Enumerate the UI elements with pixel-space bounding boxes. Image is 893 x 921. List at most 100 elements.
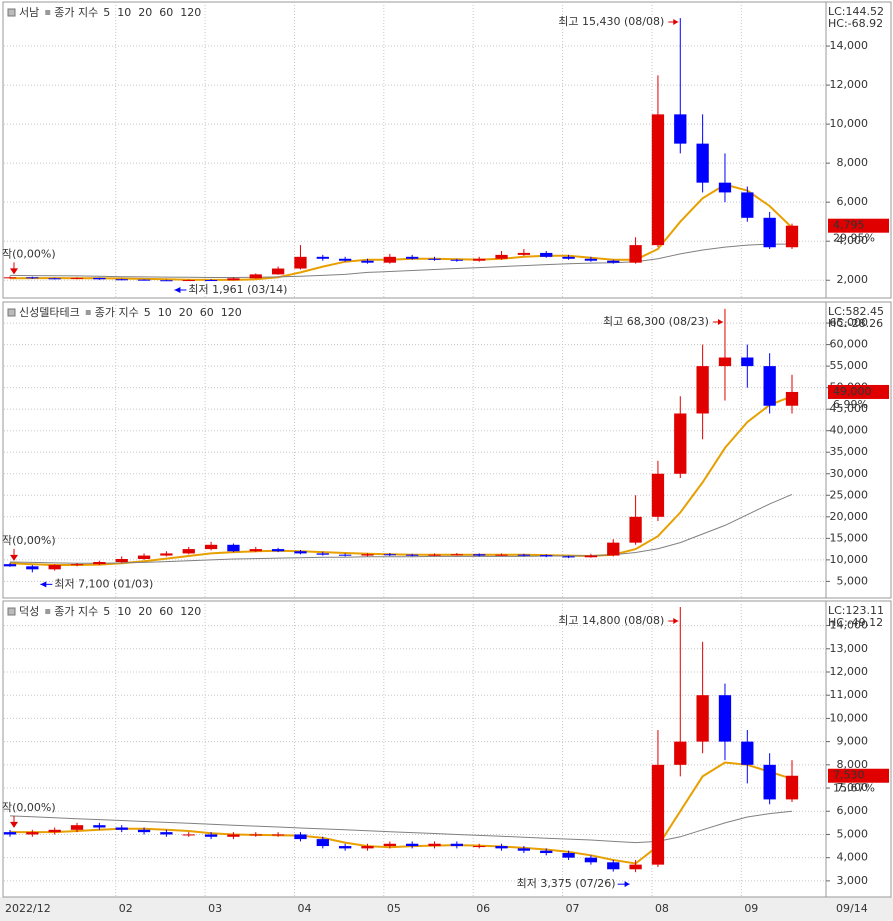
candle-body bbox=[26, 832, 39, 835]
low-arrow-head bbox=[624, 881, 630, 888]
hc-label: HC:-28.26 bbox=[828, 317, 883, 330]
candle-body bbox=[3, 277, 17, 279]
candle-body bbox=[584, 555, 598, 558]
candle-body bbox=[383, 554, 396, 556]
candle-body bbox=[450, 554, 464, 556]
y-tick-label: 60,000 bbox=[830, 338, 869, 351]
x-tick-label: 05 bbox=[387, 902, 401, 915]
candle-body bbox=[629, 516, 642, 543]
candle-body bbox=[674, 413, 687, 474]
change-label: 29.95% bbox=[833, 232, 875, 245]
candle-body bbox=[517, 848, 531, 851]
candle-body bbox=[160, 832, 173, 835]
y-tick-label: 10,000 bbox=[830, 117, 869, 130]
y-tick-label: 3,000 bbox=[837, 874, 869, 887]
candle-body bbox=[48, 278, 61, 280]
candle-body bbox=[674, 741, 687, 765]
candle-body bbox=[204, 834, 218, 837]
candle-body bbox=[271, 834, 285, 836]
legend-prefix: 종가 지수 bbox=[54, 6, 98, 19]
hc-label: HC:-49.12 bbox=[828, 616, 883, 629]
candle-body bbox=[383, 843, 396, 847]
high-annotation: 최고 68,300 (08/23) bbox=[603, 315, 709, 328]
candle-body bbox=[562, 256, 575, 259]
candle-body bbox=[93, 277, 106, 280]
last-price-box bbox=[828, 384, 889, 399]
candle-body bbox=[137, 555, 151, 560]
candle-body bbox=[584, 258, 598, 261]
last-price-label: 49,000 bbox=[833, 385, 872, 398]
candle-body bbox=[406, 554, 419, 556]
y-tick-label: 25,000 bbox=[830, 488, 869, 501]
candle-body bbox=[540, 850, 553, 854]
last-price-label: 7,530 bbox=[833, 769, 865, 782]
candle-body bbox=[160, 280, 173, 282]
lc-label: LC:144.52 bbox=[828, 5, 884, 18]
y-tick-label: 20,000 bbox=[830, 510, 869, 523]
candle-body bbox=[741, 357, 754, 367]
candle-body bbox=[495, 254, 508, 259]
start-arrow-head bbox=[10, 268, 18, 275]
y-tick-label: 13,000 bbox=[830, 642, 869, 655]
candle-body bbox=[316, 256, 329, 259]
title-icon bbox=[7, 308, 16, 317]
candle-body bbox=[227, 544, 240, 552]
legend-entry: 5 bbox=[144, 306, 151, 319]
start-label: 작(0,00%) bbox=[2, 801, 56, 814]
candle-body bbox=[294, 551, 307, 554]
candle-body bbox=[3, 832, 17, 835]
candle-body bbox=[70, 825, 84, 830]
candle-body bbox=[70, 564, 84, 566]
y-tick-label: 12,000 bbox=[830, 78, 869, 91]
candle-body bbox=[406, 843, 419, 847]
y-tick-label: 40,000 bbox=[830, 424, 869, 437]
x-end-label: 09/14 bbox=[836, 902, 868, 915]
candle-body bbox=[249, 274, 262, 279]
candle-body bbox=[473, 554, 486, 556]
legend-entry: 10 bbox=[117, 6, 131, 19]
candle-body bbox=[137, 829, 151, 833]
candle-body bbox=[651, 114, 665, 246]
candle-body bbox=[696, 366, 709, 414]
candle-body bbox=[696, 143, 709, 183]
start-label: 작(0,00%) bbox=[2, 534, 56, 547]
chart-title: 덕성 bbox=[19, 605, 39, 618]
x-tick-label: 03 bbox=[208, 902, 222, 915]
candle-body bbox=[204, 544, 218, 550]
low-annotation: 최저 3,375 (07/26) bbox=[517, 877, 616, 890]
x-axis-band bbox=[0, 897, 893, 921]
chart-title: 서남 bbox=[19, 6, 39, 19]
legend-entry: 5 bbox=[103, 605, 110, 618]
y-tick-label: 9,000 bbox=[837, 735, 869, 748]
candle-body bbox=[48, 829, 61, 833]
y-tick-label: 4,000 bbox=[837, 851, 869, 864]
legend-entry: 20 bbox=[179, 306, 193, 319]
candle-body bbox=[294, 256, 307, 269]
candle-body bbox=[495, 846, 508, 849]
y-tick-label: 15,000 bbox=[830, 531, 869, 544]
candle-body bbox=[718, 182, 732, 193]
y-tick-label: 10,000 bbox=[830, 553, 869, 566]
candle-body bbox=[428, 843, 441, 847]
last-price-label: 4,795 bbox=[833, 219, 865, 232]
high-arrow-head bbox=[673, 618, 679, 624]
panel-frame bbox=[2, 301, 892, 599]
y-tick-label: 4,000 bbox=[837, 234, 869, 247]
candle-body bbox=[741, 192, 754, 218]
candle-body bbox=[227, 278, 240, 281]
y-tick-label: 7,000 bbox=[837, 781, 869, 794]
candle-body bbox=[26, 277, 39, 279]
x-tick-label: 06 bbox=[476, 902, 490, 915]
candle-body bbox=[718, 695, 732, 742]
candle-body bbox=[249, 549, 262, 552]
candle-body bbox=[361, 554, 374, 556]
candle-body bbox=[473, 846, 486, 848]
candle-body bbox=[70, 277, 84, 279]
candle-body bbox=[204, 280, 218, 282]
y-tick-label: 55,000 bbox=[830, 359, 869, 372]
candle-body bbox=[607, 862, 620, 870]
legend-icon bbox=[45, 609, 51, 614]
y-tick-label: 8,000 bbox=[837, 758, 869, 771]
legend-entry: 60 bbox=[159, 605, 173, 618]
